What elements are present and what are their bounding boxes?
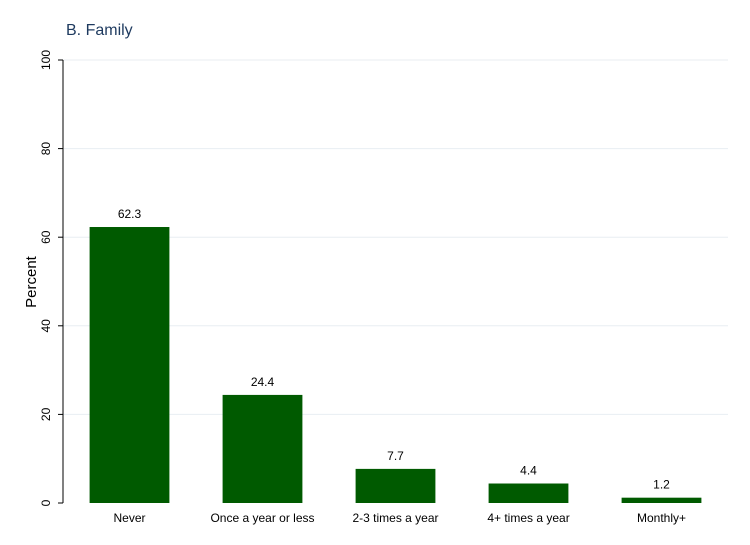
bar [89, 227, 170, 504]
x-axis-categories: Never Once a year or less 2-3 times a year… [113, 511, 686, 525]
data-label: 62.3 [118, 207, 142, 221]
bar [355, 468, 436, 503]
data-label: 1.2 [653, 478, 670, 492]
y-tick-label: 80 [39, 142, 53, 156]
x-category-label: 2-3 times a year [352, 511, 438, 525]
bar [222, 394, 303, 503]
grid-lines [63, 59, 728, 415]
y-tick-label: 40 [39, 319, 53, 333]
bar [621, 497, 702, 503]
x-category-label: Never [113, 511, 145, 525]
y-axis-ticks: 0 20 40 60 80 100 [39, 50, 63, 506]
y-tick-label: 0 [39, 499, 53, 506]
y-tick-label: 100 [39, 50, 53, 70]
x-category-label: Once a year or less [210, 511, 314, 525]
y-axis-label: Percent [23, 255, 40, 308]
chart-title: B. Family [66, 22, 133, 39]
x-category-label: Monthly+ [637, 511, 686, 525]
data-label: 24.4 [251, 375, 275, 389]
bar [488, 483, 569, 503]
bars [89, 227, 702, 504]
y-tick-label: 20 [39, 407, 53, 421]
data-labels: 62.3 24.4 7.7 4.4 1.2 [118, 207, 670, 492]
data-label: 4.4 [520, 464, 537, 478]
y-tick-label: 60 [39, 230, 53, 244]
x-category-label: 4+ times a year [487, 511, 569, 525]
data-label: 7.7 [387, 449, 404, 463]
